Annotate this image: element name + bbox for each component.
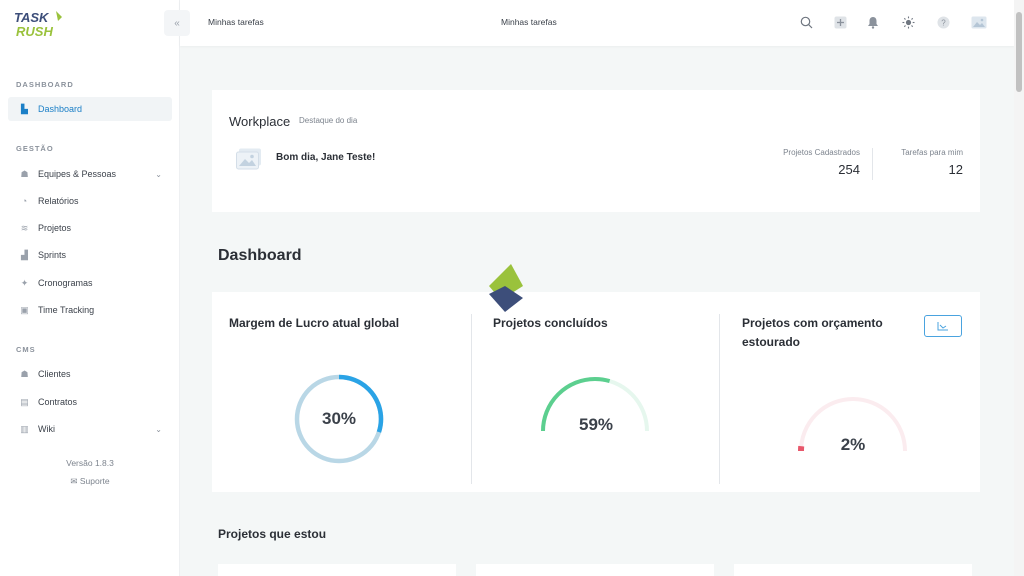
concluidos-arc-gauge: [541, 377, 649, 432]
book-icon: ▥: [20, 423, 29, 434]
sun-icon[interactable]: [901, 15, 915, 29]
layers-icon: ≋: [20, 222, 29, 233]
sidebar-item-contratos[interactable]: ▤ Contratos: [8, 390, 172, 414]
section-cms-label: CMS: [16, 345, 36, 354]
sidebar-item-label: Sprints: [38, 250, 67, 260]
project-card[interactable]: [476, 564, 714, 576]
workplace-card: Workplace Destaque do dia Bom dia, Jane …: [212, 90, 980, 212]
stat-projetos-cadastrados[interactable]: Projetos Cadastrados 254: [783, 148, 860, 177]
loading-spinner-icon: [489, 264, 523, 312]
stat-value: 12: [948, 162, 963, 177]
kpi-estourado-title: Projetos com orçamento estourado: [742, 316, 883, 349]
sidebar-item-time-tracking[interactable]: ▣ Time Tracking: [8, 298, 172, 322]
projects-section-title: Projetos que estou: [218, 527, 327, 541]
kpi-concluidos-title: Projetos concluídos: [493, 316, 608, 330]
sidebar-item-wiki[interactable]: ▥ Wiki ⌄: [8, 417, 172, 441]
section-gestao-label: GESTÃO: [16, 144, 54, 153]
sidebar-item-equipes[interactable]: ☗ Equipes & Pessoas ⌄: [8, 162, 172, 186]
stat-divider: [872, 148, 873, 180]
chart-line-icon: [937, 321, 948, 330]
page-header-title: Minhas tarefas: [501, 17, 557, 27]
svg-text:?: ?: [941, 18, 946, 27]
sidebar-item-label: Clientes: [38, 369, 71, 379]
greeting-text: Bom dia, Jane Teste!: [276, 152, 376, 163]
chevron-down-icon: ⌄: [155, 424, 162, 434]
dashboard-title: Dashboard: [218, 247, 302, 264]
svg-text:RUSH: RUSH: [16, 24, 53, 39]
stat-label: Projetos Cadastrados: [783, 148, 860, 157]
team-icon: ☗: [20, 168, 29, 179]
kpi-divider: [719, 314, 720, 484]
project-card[interactable]: [734, 564, 972, 576]
add-icon[interactable]: [833, 15, 847, 29]
stat-value: 254: [838, 162, 860, 177]
kpi-divider: [471, 314, 472, 484]
logo-graphic: TASK RUSH: [14, 10, 62, 39]
mail-icon: ✉: [70, 476, 78, 486]
app-version: Versão 1.8.3: [66, 458, 114, 468]
sidebar-item-relatorios[interactable]: ◔ Relatórios: [8, 189, 172, 213]
help-icon[interactable]: ?: [936, 15, 950, 29]
document-icon: ▤: [20, 396, 29, 407]
support-label: Suporte: [79, 476, 110, 486]
taskrush-logo[interactable]: TASK RUSH: [12, 8, 64, 40]
sidebar-item-dashboard[interactable]: ▙ Dashboard: [8, 97, 172, 121]
clients-icon: ☗: [20, 368, 29, 379]
sidebar: TASK RUSH DASHBOARD ▙ Dashboard GESTÃO ☗…: [0, 0, 180, 576]
topbar: « Minhas tarefas Minhas tarefas ?: [164, 0, 1014, 46]
bell-icon[interactable]: [866, 15, 880, 29]
image-placeholder-icon: [236, 148, 262, 170]
sprint-icon: ▟: [21, 249, 28, 260]
kpi-estourado-value: 2%: [840, 435, 866, 454]
view-chart-button[interactable]: [924, 315, 962, 337]
sidebar-item-label: Cronogramas: [38, 278, 93, 288]
dashboard-icon: ▙: [21, 103, 28, 114]
sidebar-item-clientes[interactable]: ☗ Clientes: [8, 362, 172, 386]
sidebar-item-cronogramas[interactable]: ✦ Cronogramas: [8, 271, 172, 295]
svg-text:TASK: TASK: [14, 10, 50, 25]
margem-ring-arc: [294, 374, 384, 464]
scrollbar-thumb[interactable]: [1016, 12, 1022, 92]
page-scrollbar[interactable]: [1014, 0, 1024, 576]
collapse-sidebar-button[interactable]: «: [164, 10, 190, 36]
breadcrumb[interactable]: Minhas tarefas: [208, 17, 264, 27]
kpi-margem-title: Margem de Lucro atual global: [229, 316, 400, 330]
margem-ring-gauge: [294, 374, 384, 464]
sidebar-item-label: Equipes & Pessoas: [38, 169, 117, 179]
sidebar-item-label: Relatórios: [38, 196, 79, 206]
clock-icon: ▣: [20, 304, 29, 315]
sidebar-item-sprints[interactable]: ▟ Sprints: [8, 243, 172, 267]
sidebar-item-label: Dashboard: [38, 104, 83, 114]
sidebar-item-projetos[interactable]: ≋ Projetos: [8, 216, 172, 240]
support-link[interactable]: ✉ Suporte: [0, 476, 180, 487]
stat-tarefas-para-mim[interactable]: Tarefas para mim 12: [901, 148, 963, 177]
workplace-subtitle: Destaque do dia: [299, 116, 358, 125]
estourado-arc-gauge: [798, 396, 908, 452]
avatar-icon[interactable]: [971, 15, 987, 29]
sidebar-item-label: Projetos: [38, 223, 72, 233]
section-dashboard-label: DASHBOARD: [16, 80, 74, 89]
concluidos-arc-fill: [541, 377, 649, 432]
kpi-concluidos-value: 59%: [578, 415, 614, 434]
stat-label: Tarefas para mim: [901, 148, 963, 157]
sidebar-item-label: Wiki: [38, 424, 55, 434]
project-card[interactable]: [218, 564, 456, 576]
kpi-margem-value: 30%: [321, 409, 357, 428]
double-chevron-left-icon: «: [174, 17, 180, 29]
sidebar-item-label: Time Tracking: [38, 305, 95, 315]
pie-chart-icon: ◔: [21, 195, 28, 206]
pin-icon: ✦: [20, 277, 29, 288]
workplace-title: Workplace: [229, 114, 291, 129]
chevron-down-icon: ⌄: [155, 169, 162, 179]
search-icon[interactable]: [799, 15, 813, 29]
kpi-card: Margem de Lucro atual global 30% Projeto…: [212, 292, 980, 492]
sidebar-item-label: Contratos: [38, 397, 78, 407]
